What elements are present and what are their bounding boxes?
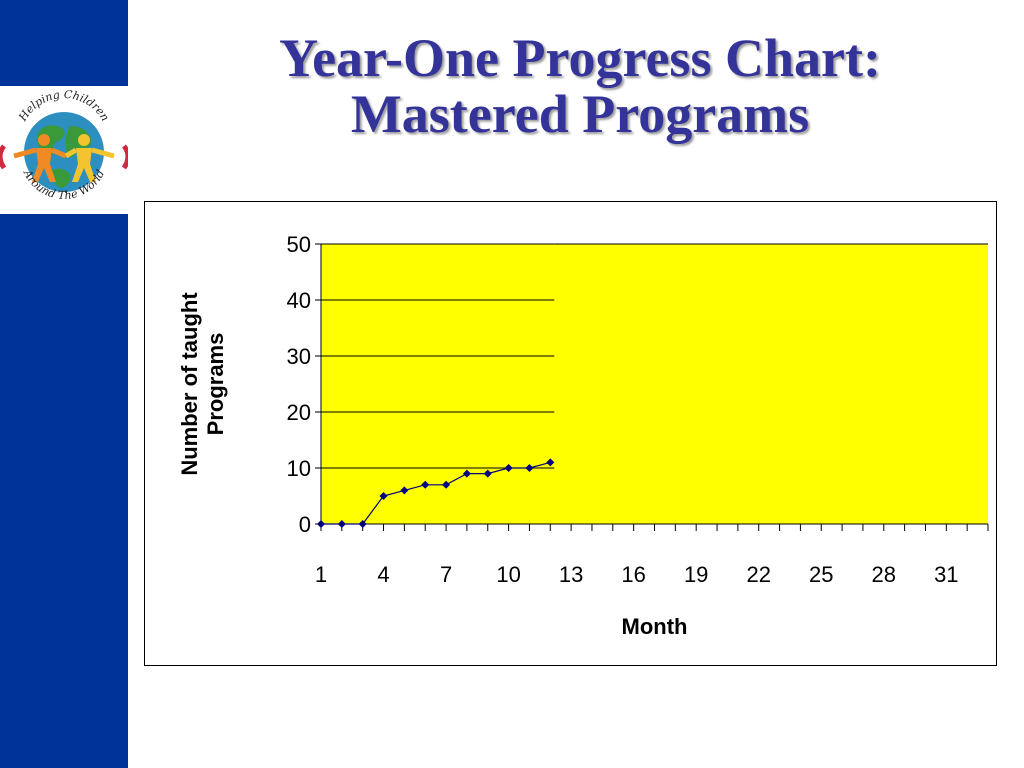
data-point bbox=[525, 464, 534, 472]
data-point bbox=[504, 464, 513, 472]
x-tick-label: 28 bbox=[872, 562, 896, 587]
x-tick-label: 1 bbox=[315, 562, 327, 587]
plot-area bbox=[321, 244, 988, 524]
data-point bbox=[317, 520, 325, 528]
y-tick-label: 40 bbox=[287, 288, 311, 313]
x-tick-label: 22 bbox=[746, 562, 770, 587]
x-tick-label: 13 bbox=[559, 562, 583, 587]
side-bar-bottom bbox=[0, 214, 128, 768]
x-tick-label: 31 bbox=[934, 562, 958, 587]
y-tick-label: 50 bbox=[287, 232, 311, 257]
logo-arc-left bbox=[0, 144, 7, 170]
child-figure-orange bbox=[13, 134, 67, 182]
child-figure-yellow bbox=[64, 134, 115, 182]
logo-graphic: Helping Children Around The World bbox=[0, 88, 131, 202]
data-point bbox=[442, 480, 451, 489]
data-point bbox=[400, 486, 409, 495]
y-axis-title-line: Programs bbox=[203, 333, 228, 436]
logo: Helping Children Around The World bbox=[0, 86, 131, 214]
data-point bbox=[546, 458, 555, 467]
y-axis-title-line: Number of taught bbox=[177, 292, 202, 476]
x-tick-label: 25 bbox=[809, 562, 833, 587]
x-tick-label: 10 bbox=[496, 562, 520, 587]
x-axis-title: Month bbox=[622, 614, 688, 639]
data-point bbox=[462, 469, 471, 478]
data-point bbox=[483, 469, 492, 478]
x-tick-label: 19 bbox=[684, 562, 708, 587]
x-tick-label: 4 bbox=[377, 562, 389, 587]
y-tick-label: 0 bbox=[299, 512, 311, 537]
side-bar-top bbox=[0, 0, 128, 86]
slide-title: Year-One Progress Chart: Mastered Progra… bbox=[150, 30, 1010, 142]
slide-title-line-1: Year-One Progress Chart: bbox=[279, 28, 881, 88]
slide-title-line-2: Mastered Programs bbox=[350, 84, 810, 144]
logo-arc-right bbox=[121, 144, 131, 170]
globe-land bbox=[37, 125, 65, 155]
data-point bbox=[421, 480, 430, 489]
data-point bbox=[379, 492, 388, 500]
chart-frame: 0 10 20 30 40 50 1 4 7 10 13 16 19 22 25 28 31 Month Numbe… bbox=[144, 201, 997, 666]
y-tick-label: 20 bbox=[287, 400, 311, 425]
y-tick-label: 10 bbox=[287, 456, 311, 481]
globe-land bbox=[52, 168, 71, 188]
x-tick-label: 16 bbox=[621, 562, 645, 587]
y-tick-label: 30 bbox=[287, 344, 311, 369]
y-axis-title: Number of taughtPrograms bbox=[177, 292, 228, 476]
data-point bbox=[358, 520, 367, 528]
progress-chart: 0 10 20 30 40 50 1 4 7 10 13 16 19 22 25 28 31 Month Numbe… bbox=[177, 232, 989, 639]
x-tick-label: 7 bbox=[440, 562, 452, 587]
data-point bbox=[337, 520, 346, 528]
